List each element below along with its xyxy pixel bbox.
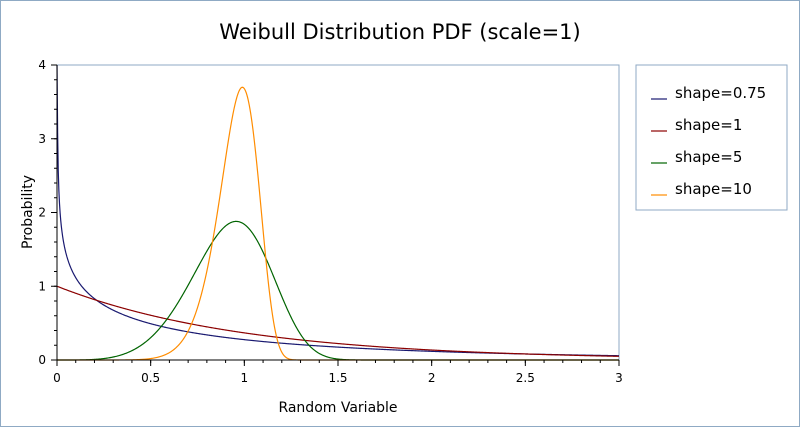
y-tick-label: 2: [38, 206, 46, 220]
x-tick-label: 0: [53, 371, 61, 385]
y-axis-label: Probability: [20, 175, 36, 249]
axes: 0 0.5 1 1.5 2 2.5 3 0 1 2 3 4: [38, 58, 622, 385]
y-tick-label: 4: [38, 58, 46, 72]
series-line-shape-1: [56, 285, 620, 357]
x-tick-label: 2: [428, 371, 436, 385]
y-tick-label: 0: [38, 353, 46, 367]
legend-label: shape=0.75: [675, 84, 766, 102]
y-tick-label: 1: [38, 279, 46, 293]
plot-area: [56, 64, 620, 361]
legend-label: shape=10: [675, 180, 752, 198]
legend: shape=0.75 shape=1 shape=5 shape=10: [651, 84, 766, 198]
x-tick-label: 3: [615, 371, 623, 385]
chart-title: Weibull Distribution PDF (scale=1): [219, 20, 581, 44]
y-tick-label: 3: [38, 132, 46, 146]
legend-label: shape=1: [675, 116, 742, 134]
x-tick-label: 0.5: [141, 371, 160, 385]
x-axis-label: Random Variable: [278, 400, 397, 416]
x-tick-label: 2.5: [516, 371, 535, 385]
legend-label: shape=5: [675, 148, 742, 166]
x-tick-label: 1.5: [328, 371, 347, 385]
legend-box: [635, 64, 788, 211]
x-tick-label: 1: [241, 371, 249, 385]
